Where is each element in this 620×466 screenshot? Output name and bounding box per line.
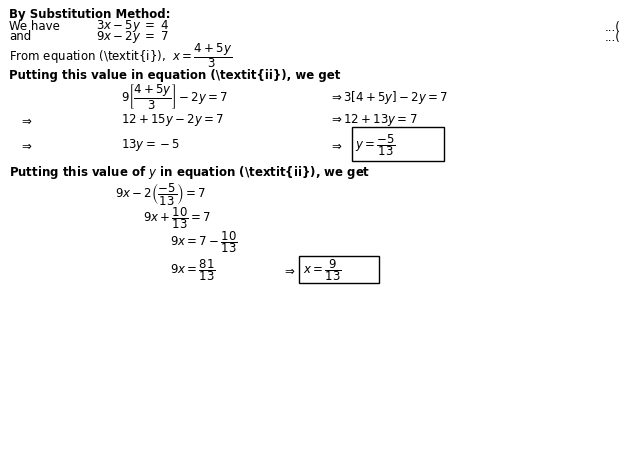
Text: $\Rightarrow$: $\Rightarrow$ — [19, 139, 32, 152]
Text: Putting this value of $y$ in equation (\textit{ii}), we get: Putting this value of $y$ in equation (\… — [9, 164, 371, 181]
Text: $x = \dfrac{9}{13}$: $x = \dfrac{9}{13}$ — [303, 257, 341, 283]
Bar — [352, 127, 444, 161]
Text: $\Rightarrow 12 + 13y = 7$: $\Rightarrow 12 + 13y = 7$ — [329, 112, 417, 128]
Text: Putting this value in equation (\textit{ii}), we get: Putting this value in equation (\textit{… — [9, 69, 340, 82]
Text: $13y = -5$: $13y = -5$ — [121, 137, 180, 153]
Text: By Substitution Method:: By Substitution Method: — [9, 8, 171, 21]
Text: $\Rightarrow$: $\Rightarrow$ — [329, 139, 342, 152]
Text: ...(\textit{i}): ...(\textit{i}) — [604, 20, 620, 33]
Text: $9x + \dfrac{10}{13} = 7$: $9x + \dfrac{10}{13} = 7$ — [143, 205, 211, 231]
Text: and: and — [9, 30, 32, 43]
Text: $12 + 15y - 2y = 7$: $12 + 15y - 2y = 7$ — [121, 112, 224, 128]
Text: ...(\textit{ii}): ...(\textit{ii}) — [604, 30, 620, 43]
Text: $9\left[\dfrac{4 + 5y}{3}\right] - 2y = 7$: $9\left[\dfrac{4 + 5y}{3}\right] - 2y = … — [121, 83, 228, 112]
Text: $\Rightarrow$: $\Rightarrow$ — [282, 264, 296, 277]
Text: $3x - 5y \;=\; 4$: $3x - 5y \;=\; 4$ — [96, 18, 169, 34]
Text: We have: We have — [9, 20, 60, 33]
Text: $9x = 7 - \dfrac{10}{13}$: $9x = 7 - \dfrac{10}{13}$ — [170, 229, 238, 255]
Text: $y = \dfrac{-5}{13}$: $y = \dfrac{-5}{13}$ — [355, 132, 396, 158]
Text: $9x - 2y \;=\; 7$: $9x - 2y \;=\; 7$ — [96, 29, 169, 45]
Text: $\Rightarrow$: $\Rightarrow$ — [19, 114, 32, 127]
Text: $\Rightarrow 3[4 + 5y] - 2y = 7$: $\Rightarrow 3[4 + 5y] - 2y = 7$ — [329, 89, 448, 106]
Text: $9x = \dfrac{81}{13}$: $9x = \dfrac{81}{13}$ — [170, 257, 216, 283]
Bar — [299, 256, 379, 283]
Text: $9x - 2\left(\dfrac{-5}{13}\right) = 7$: $9x - 2\left(\dfrac{-5}{13}\right) = 7$ — [115, 181, 206, 207]
Text: From equation (\textit{i}),  $x = \dfrac{4 + 5y}{3}$: From equation (\textit{i}), $x = \dfrac{… — [9, 41, 232, 70]
